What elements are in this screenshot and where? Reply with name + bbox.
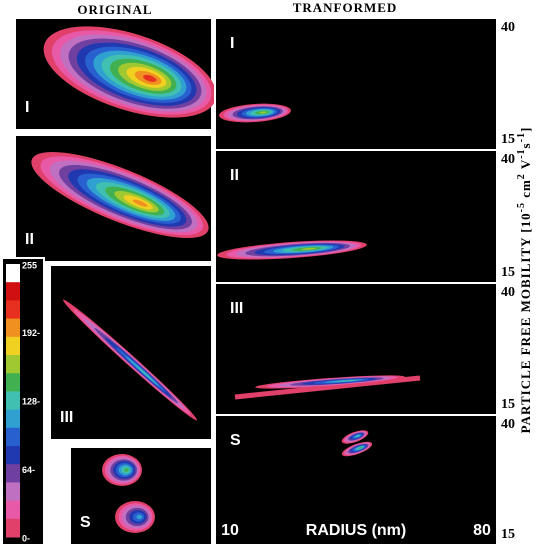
y-tick-label: 15 <box>501 132 515 147</box>
colorbar-band <box>6 464 20 483</box>
y-tick-label: 40 <box>501 152 515 167</box>
y-tick-label: 40 <box>501 417 515 432</box>
colorbar-band <box>6 500 20 520</box>
blob-level <box>337 380 356 382</box>
y-axis-title-part: s <box>518 142 533 148</box>
y-axis-title-part: 2 <box>516 173 527 179</box>
colorbar-band <box>6 391 20 411</box>
y-tick-label: 15 <box>501 265 515 280</box>
y-axis-title-part: PARTICLE FREE MOBILITY [10 <box>518 212 533 433</box>
blob <box>341 441 373 457</box>
colorbar-tick-label: 255 <box>22 260 37 270</box>
colorbar-band <box>6 518 20 538</box>
colorbar-band <box>6 318 20 338</box>
blob <box>31 152 209 238</box>
y-axis-title-part: cm <box>518 179 533 202</box>
panel-label: III <box>230 300 243 317</box>
blob <box>115 501 155 533</box>
colorbar-band <box>6 482 20 502</box>
blob-level <box>358 446 363 449</box>
y-axis-title-part: -1 <box>516 132 527 142</box>
y-tick-label: 15 <box>501 397 515 412</box>
colorbar-tick-label: 0- <box>22 533 30 543</box>
blob-level <box>301 247 317 250</box>
y-tick-label: 40 <box>501 285 515 300</box>
blob <box>43 26 217 118</box>
y-tick-label: 15 <box>501 527 515 542</box>
blob <box>63 299 197 421</box>
blob-level <box>124 468 129 472</box>
colorbar-band <box>6 427 20 447</box>
blob-level <box>136 514 143 520</box>
blob-level <box>143 74 157 82</box>
colorbar-band <box>6 355 20 374</box>
colorbar-band <box>6 373 20 392</box>
colorbar-band <box>6 336 20 356</box>
colorbar-tick-label: 64- <box>22 465 35 475</box>
header-left: ORIGINAL <box>77 2 152 17</box>
y-axis-title-part: V <box>518 159 533 173</box>
colorbar-band <box>6 409 20 429</box>
panel-label: II <box>25 231 34 248</box>
panel-frame <box>214 17 498 151</box>
colorbar-band <box>6 282 20 301</box>
panel-frame <box>214 149 498 284</box>
blob <box>341 430 369 444</box>
panel-label: I <box>230 35 234 52</box>
panel-label: I <box>25 99 29 116</box>
panel-label: S <box>230 432 241 449</box>
panel-label: II <box>230 167 239 184</box>
x-tick-label: 80 <box>473 522 491 539</box>
blob-level <box>132 199 148 207</box>
y-axis-title-part: -1 <box>516 148 527 158</box>
panel-label: S <box>80 514 91 531</box>
colorbar-band <box>6 446 20 465</box>
colorbar-tick-label: 192- <box>22 328 40 338</box>
blob-level <box>136 365 154 381</box>
blob-level <box>356 435 360 437</box>
colorbar-tick-label: 128- <box>22 396 40 406</box>
blob <box>219 103 291 123</box>
blob <box>217 240 367 260</box>
header-right: TRANFORMED <box>293 0 398 15</box>
y-axis-title-part: -5 <box>516 202 527 212</box>
blob <box>102 454 142 486</box>
colorbar-band <box>6 264 20 283</box>
colorbar-band <box>6 300 20 320</box>
x-axis-title: RADIUS (nm) <box>306 522 406 539</box>
y-tick-label: 40 <box>501 20 515 35</box>
panel-label: III <box>60 409 73 426</box>
streak <box>234 375 421 400</box>
y-axis-title: PARTICLE FREE MOBILITY [10-5 cm2 V-1s-1] <box>516 127 533 434</box>
blob-level <box>259 111 267 114</box>
x-tick-label: 10 <box>221 522 239 539</box>
blob <box>255 375 405 389</box>
y-axis-title-part: ] <box>518 127 533 132</box>
